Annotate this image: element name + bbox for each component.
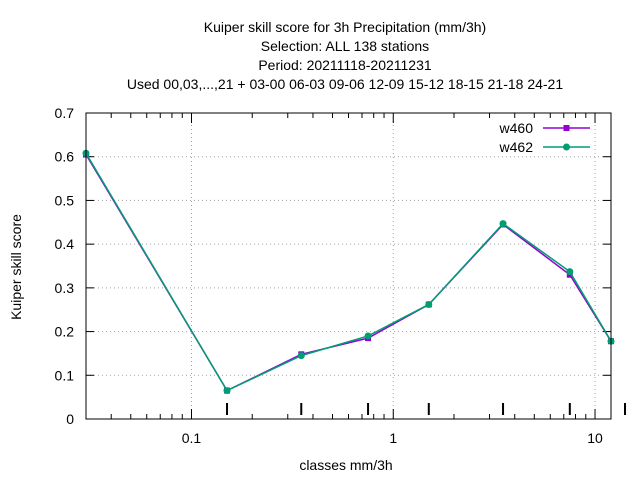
data-point-w462 [364,332,372,340]
legend: w460 w462 [499,120,590,155]
title-line-3: Period: 20211118-20211231 [258,57,432,73]
y-tick-label: 0.2 [55,324,75,340]
x-tick-label: 10 [587,430,603,446]
data-point-w462 [297,352,305,360]
legend-label-w460: w460 [499,120,534,136]
plot-border [85,112,612,420]
x-tick-label: 0.1 [182,430,202,446]
y-tick-label: 0 [66,411,74,427]
series-line-w462 [85,152,612,392]
y-tick-label: 0.1 [55,367,75,383]
data-point-w462 [223,387,231,395]
y-axis-label: Kuiper skill score [8,214,24,320]
y-tick-label: 0.3 [55,280,75,296]
y-tick-label: 0.5 [55,192,75,208]
data-point-w462 [499,220,507,228]
series-group [82,149,615,395]
y-tick-label: 0.6 [55,149,75,165]
y-tick-label: 0.4 [55,236,75,252]
title-line-1: Kuiper skill score for 3h Precipitation … [204,19,486,35]
legend-marker-w460 [563,125,570,131]
x-tick-label: 1 [389,430,397,446]
x-axis-label: classes mm/3h [299,457,392,473]
series-line-w460 [85,154,612,392]
axis-tick-labels: 0 0.1 0.2 0.3 0.4 0.5 0.6 0.7 0.1 1 10 [55,105,603,446]
grid-lines [86,113,611,419]
y-tick-label: 0.7 [55,105,75,121]
chart-title: Kuiper skill score for 3h Precipitation … [127,19,563,92]
title-line-2: Selection: ALL 138 stations [261,38,429,54]
data-point-w462 [566,268,574,276]
legend-marker-w462 [563,143,570,151]
legend-label-w462: w462 [499,139,534,155]
axis-ticks [86,112,626,420]
data-point-w462 [425,300,433,308]
title-line-4: Used 00,03,...,21 + 03-00 06-03 09-06 12… [127,76,563,92]
